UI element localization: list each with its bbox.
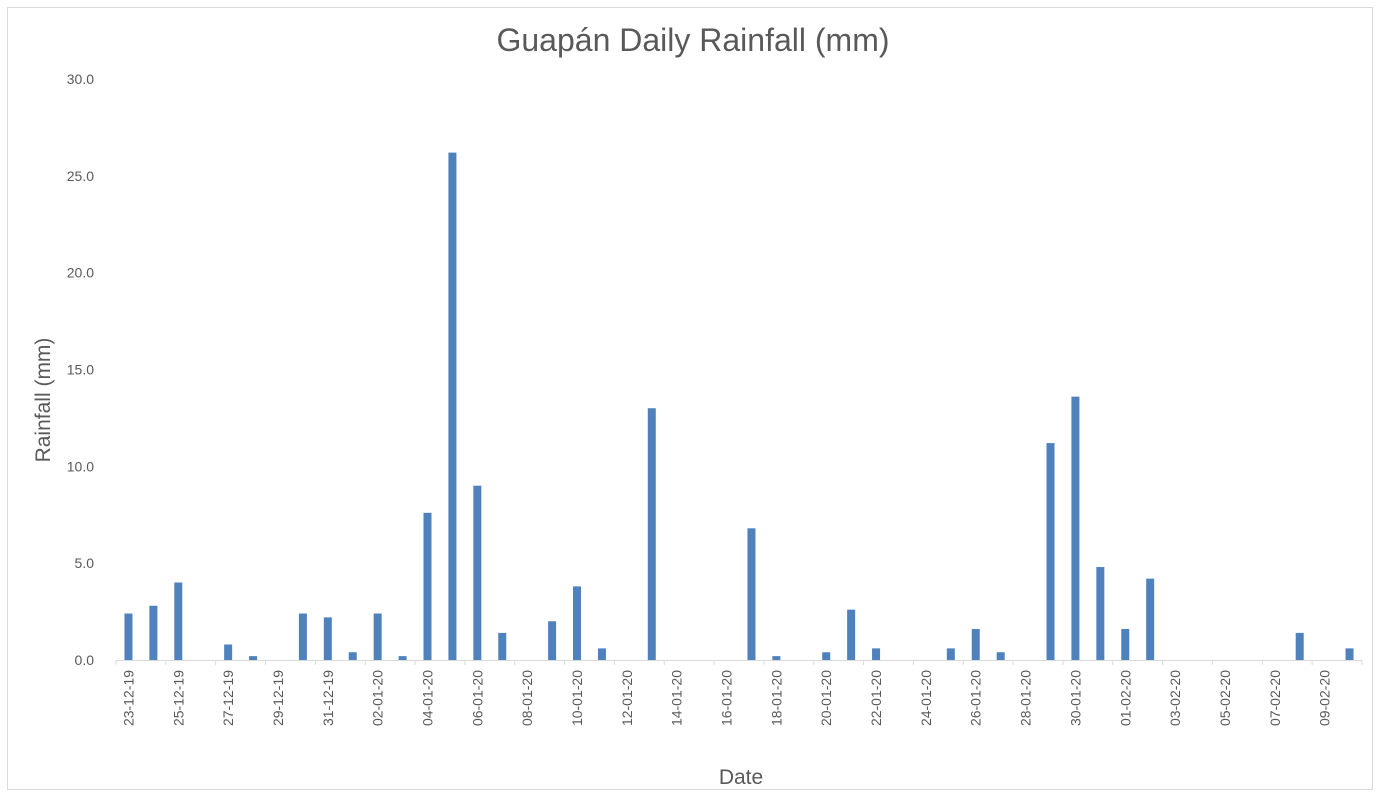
bar-01-02-20 [1121, 629, 1130, 660]
chart-title: Guapán Daily Rainfall (mm) [496, 22, 889, 58]
x-tick-label: 28-01-20 [1018, 670, 1034, 726]
bar-13-01-20 [647, 408, 656, 660]
x-tick-label: 04-01-20 [420, 670, 436, 726]
x-tick-label: 09-02-20 [1317, 670, 1333, 726]
bar-06-01-20 [473, 485, 482, 660]
y-tick-label: 30.0 [67, 71, 94, 87]
bar-07-01-20 [498, 632, 507, 660]
x-tick-label: 02-01-20 [370, 670, 386, 726]
bar-11-01-20 [597, 648, 606, 660]
chart-frame [7, 7, 1373, 790]
bar-31-12-19 [323, 617, 332, 660]
bar-25-12-19 [174, 582, 183, 660]
bar-01-01-20 [348, 652, 357, 660]
x-tick-label: 30-01-20 [1067, 670, 1083, 726]
y-tick-label: 10.0 [67, 458, 94, 474]
bar-24-12-19 [149, 605, 158, 660]
y-tick-label: 15.0 [67, 362, 94, 378]
bar-02-01-20 [373, 613, 382, 660]
y-tick-label: 20.0 [67, 265, 94, 281]
x-tick-label: 26-01-20 [968, 670, 984, 726]
x-axis-ticks: 23-12-19 25-12-19 27-12-19 29-12-19 31-12-19… [120, 670, 1332, 726]
bar-02-02-20 [1146, 578, 1155, 660]
y-axis-title: Rainfall (mm) [32, 338, 55, 463]
x-tick-label: 20-01-20 [818, 670, 834, 726]
bar-22-01-20 [872, 648, 881, 660]
x-tick-label: 22-01-20 [868, 670, 884, 726]
x-tick-label: 10-01-20 [569, 670, 585, 726]
x-tick-label: 27-12-19 [220, 670, 236, 726]
x-tick-label: 16-01-20 [719, 670, 735, 726]
x-tick-label: 07-02-20 [1267, 670, 1283, 726]
y-tick-label: 0.0 [75, 652, 95, 668]
bar-04-01-20 [423, 512, 432, 660]
x-tick-label: 03-02-20 [1167, 670, 1183, 726]
x-axis-title: Date [719, 766, 763, 789]
bar-21-01-20 [847, 609, 856, 660]
bar-28-12-19 [249, 656, 258, 660]
x-tick-label: 25-12-19 [170, 670, 186, 726]
y-tick-label: 5.0 [75, 555, 95, 571]
bar-17-01-20 [747, 528, 756, 660]
bar-25-01-20 [946, 648, 955, 660]
x-tick-label: 24-01-20 [918, 670, 934, 726]
bar-09-01-20 [548, 621, 557, 660]
x-tick-label: 23-12-19 [120, 670, 136, 726]
bar-27-12-19 [224, 644, 233, 660]
bar-29-01-20 [1046, 443, 1055, 660]
x-tick-label: 06-01-20 [469, 670, 485, 726]
bar-20-01-20 [822, 652, 831, 660]
x-tick-label: 12-01-20 [619, 670, 635, 726]
x-tick-label: 01-02-20 [1117, 670, 1133, 726]
x-axis [115, 660, 1363, 665]
bar-18-01-20 [772, 656, 781, 660]
bar-10-02-20 [1345, 648, 1354, 660]
bar-26-01-20 [971, 629, 980, 660]
bar-03-01-20 [398, 656, 407, 660]
x-tick-label: 05-02-20 [1217, 670, 1233, 726]
y-axis-ticks: 0.0 5.0 10.0 15.0 20.0 25.0 30.0 [67, 71, 94, 668]
x-tick-label: 08-01-20 [519, 670, 535, 726]
bar-31-01-20 [1096, 567, 1105, 660]
bar-10-01-20 [573, 586, 582, 660]
bar-27-01-20 [996, 652, 1005, 660]
x-tick-label: 31-12-19 [320, 670, 336, 726]
bar-23-12-19 [124, 613, 133, 660]
x-tick-label: 29-12-19 [270, 670, 286, 726]
bar-30-12-19 [298, 613, 307, 660]
y-tick-label: 25.0 [67, 168, 94, 184]
bars [124, 152, 1354, 660]
x-tick-label: 18-01-20 [768, 670, 784, 726]
x-tick-label: 14-01-20 [669, 670, 685, 726]
bar-08-02-20 [1295, 632, 1304, 660]
bar-05-01-20 [448, 152, 457, 660]
bar-30-01-20 [1071, 396, 1080, 660]
